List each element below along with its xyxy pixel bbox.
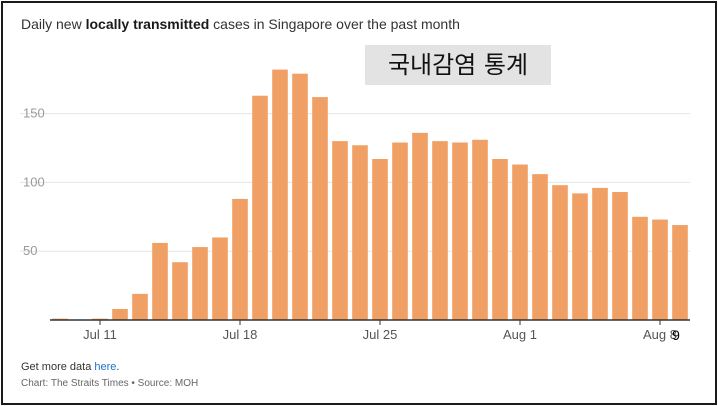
x-tick-label: Jul 18 — [223, 327, 258, 342]
bar-aug-9 — [672, 225, 688, 320]
bar-jul-14 — [152, 242, 168, 320]
x-tick-label-extra: 9 — [672, 327, 680, 343]
bar-jul-27 — [412, 132, 428, 320]
bar-jul-19 — [252, 95, 268, 320]
y-tick-label: 150 — [23, 106, 45, 121]
x-tick-label: Jul 25 — [363, 327, 398, 342]
bar-jul-23 — [332, 141, 348, 320]
x-tick-label: Aug 8 — [643, 327, 677, 342]
bar-jul-16 — [192, 247, 208, 320]
bar-jul-31 — [492, 159, 508, 320]
y-tick-label: 50 — [23, 243, 37, 258]
bar-jul-30 — [472, 139, 488, 320]
bar-aug-7 — [632, 216, 648, 320]
x-tick-label: Aug 1 — [503, 327, 537, 342]
bar-jul-26 — [392, 142, 408, 320]
bar-jul-17 — [212, 237, 228, 320]
more-data-link[interactable]: here — [94, 361, 117, 373]
title-prefix: Daily new — [21, 16, 86, 32]
bar-aug-6 — [612, 192, 628, 320]
bar-jul-25 — [372, 159, 388, 320]
bar-jul-28 — [432, 141, 448, 320]
bar-jul-12 — [112, 308, 128, 320]
bar-jul-20 — [272, 69, 288, 321]
chart-title: Daily new locally transmitted cases in S… — [21, 16, 460, 32]
bar-jul-24 — [352, 145, 368, 320]
bar-jul-13 — [132, 293, 148, 320]
overlay-label: 국내감염 통계 — [365, 45, 551, 85]
more-data-suffix: . — [116, 361, 120, 373]
title-bold: locally transmitted — [85, 16, 210, 32]
more-data-line: Get more data here. — [21, 361, 119, 373]
bar-aug-5 — [592, 187, 608, 320]
bar-jul-15 — [172, 262, 188, 320]
source-credit: Chart: The Straits Times • Source: MOH — [21, 378, 199, 389]
bar-aug-4 — [572, 193, 588, 320]
bar-aug-8 — [652, 219, 668, 320]
bar-jul-18 — [232, 198, 248, 320]
x-tick-label: Jul 11 — [83, 327, 117, 342]
bar-jul-29 — [452, 142, 468, 320]
bar-aug-1 — [512, 164, 528, 320]
more-data-prefix: Get more data — [21, 361, 95, 373]
bar-jul-22 — [312, 97, 328, 320]
bar-aug-2 — [532, 174, 548, 320]
y-tick-label: 100 — [23, 174, 45, 189]
bar-aug-3 — [552, 185, 568, 320]
bar-jul-21 — [292, 73, 308, 320]
title-suffix: cases in Singapore over the past month — [209, 16, 460, 32]
